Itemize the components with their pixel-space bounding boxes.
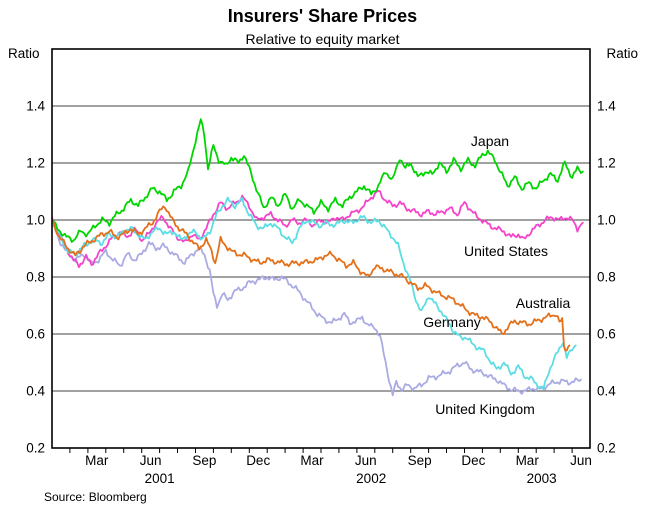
x-month-label: Mar — [85, 453, 109, 468]
y-tick-label-right: 1.2 — [597, 156, 616, 171]
series-line-japan — [52, 118, 584, 243]
y-axis-unit-left: Ratio — [8, 46, 40, 61]
y-tick-label-left: 0.2 — [26, 441, 45, 456]
y-tick-label-right: 1.0 — [597, 213, 616, 228]
y-tick-label-right: 0.8 — [597, 270, 616, 285]
y-tick-label-right: 0.6 — [597, 327, 616, 342]
x-year-label: 2003 — [527, 471, 557, 486]
x-year-label: 2002 — [356, 471, 386, 486]
x-month-label: Jun — [355, 453, 377, 468]
series-label-germany: Germany — [423, 314, 481, 330]
x-month-label: Dec — [461, 453, 485, 468]
series-label-united-states: United States — [464, 243, 548, 259]
x-month-label: Jun — [140, 453, 162, 468]
x-month-label: Dec — [246, 453, 270, 468]
x-month-label: Sep — [192, 453, 216, 468]
series-label-japan: Japan — [471, 133, 509, 149]
y-tick-label-right: 0.2 — [597, 441, 616, 456]
series-line-germany — [52, 196, 577, 391]
y-tick-label-left: 1.4 — [26, 99, 45, 114]
x-month-label: Mar — [300, 453, 324, 468]
y-tick-label-left: 0.4 — [26, 384, 45, 399]
y-tick-label-left: 0.8 — [26, 270, 45, 285]
chart-subtitle: Relative to equity market — [245, 31, 400, 47]
x-month-label: Mar — [516, 453, 540, 468]
series-label-australia: Australia — [516, 295, 571, 311]
source-note: Source: Bloomberg — [44, 490, 147, 504]
y-tick-label-right: 0.4 — [597, 384, 616, 399]
y-tick-label-left: 0.6 — [26, 327, 45, 342]
series-label-united-kingdom: United Kingdom — [435, 401, 535, 417]
chart-title: Insurers' Share Prices — [227, 6, 418, 26]
x-month-label: Jun — [570, 453, 592, 468]
x-month-label: Sep — [408, 453, 432, 468]
series-line-australia — [52, 205, 571, 352]
x-year-label: 2001 — [145, 471, 175, 486]
y-axis-unit-right: Ratio — [606, 46, 638, 61]
y-tick-label-right: 1.4 — [597, 99, 616, 114]
y-tick-label-left: 1.2 — [26, 156, 45, 171]
y-tick-label-left: 1.0 — [26, 213, 45, 228]
series-line-united-kingdom — [52, 219, 582, 397]
series-line-united-states — [52, 189, 584, 269]
